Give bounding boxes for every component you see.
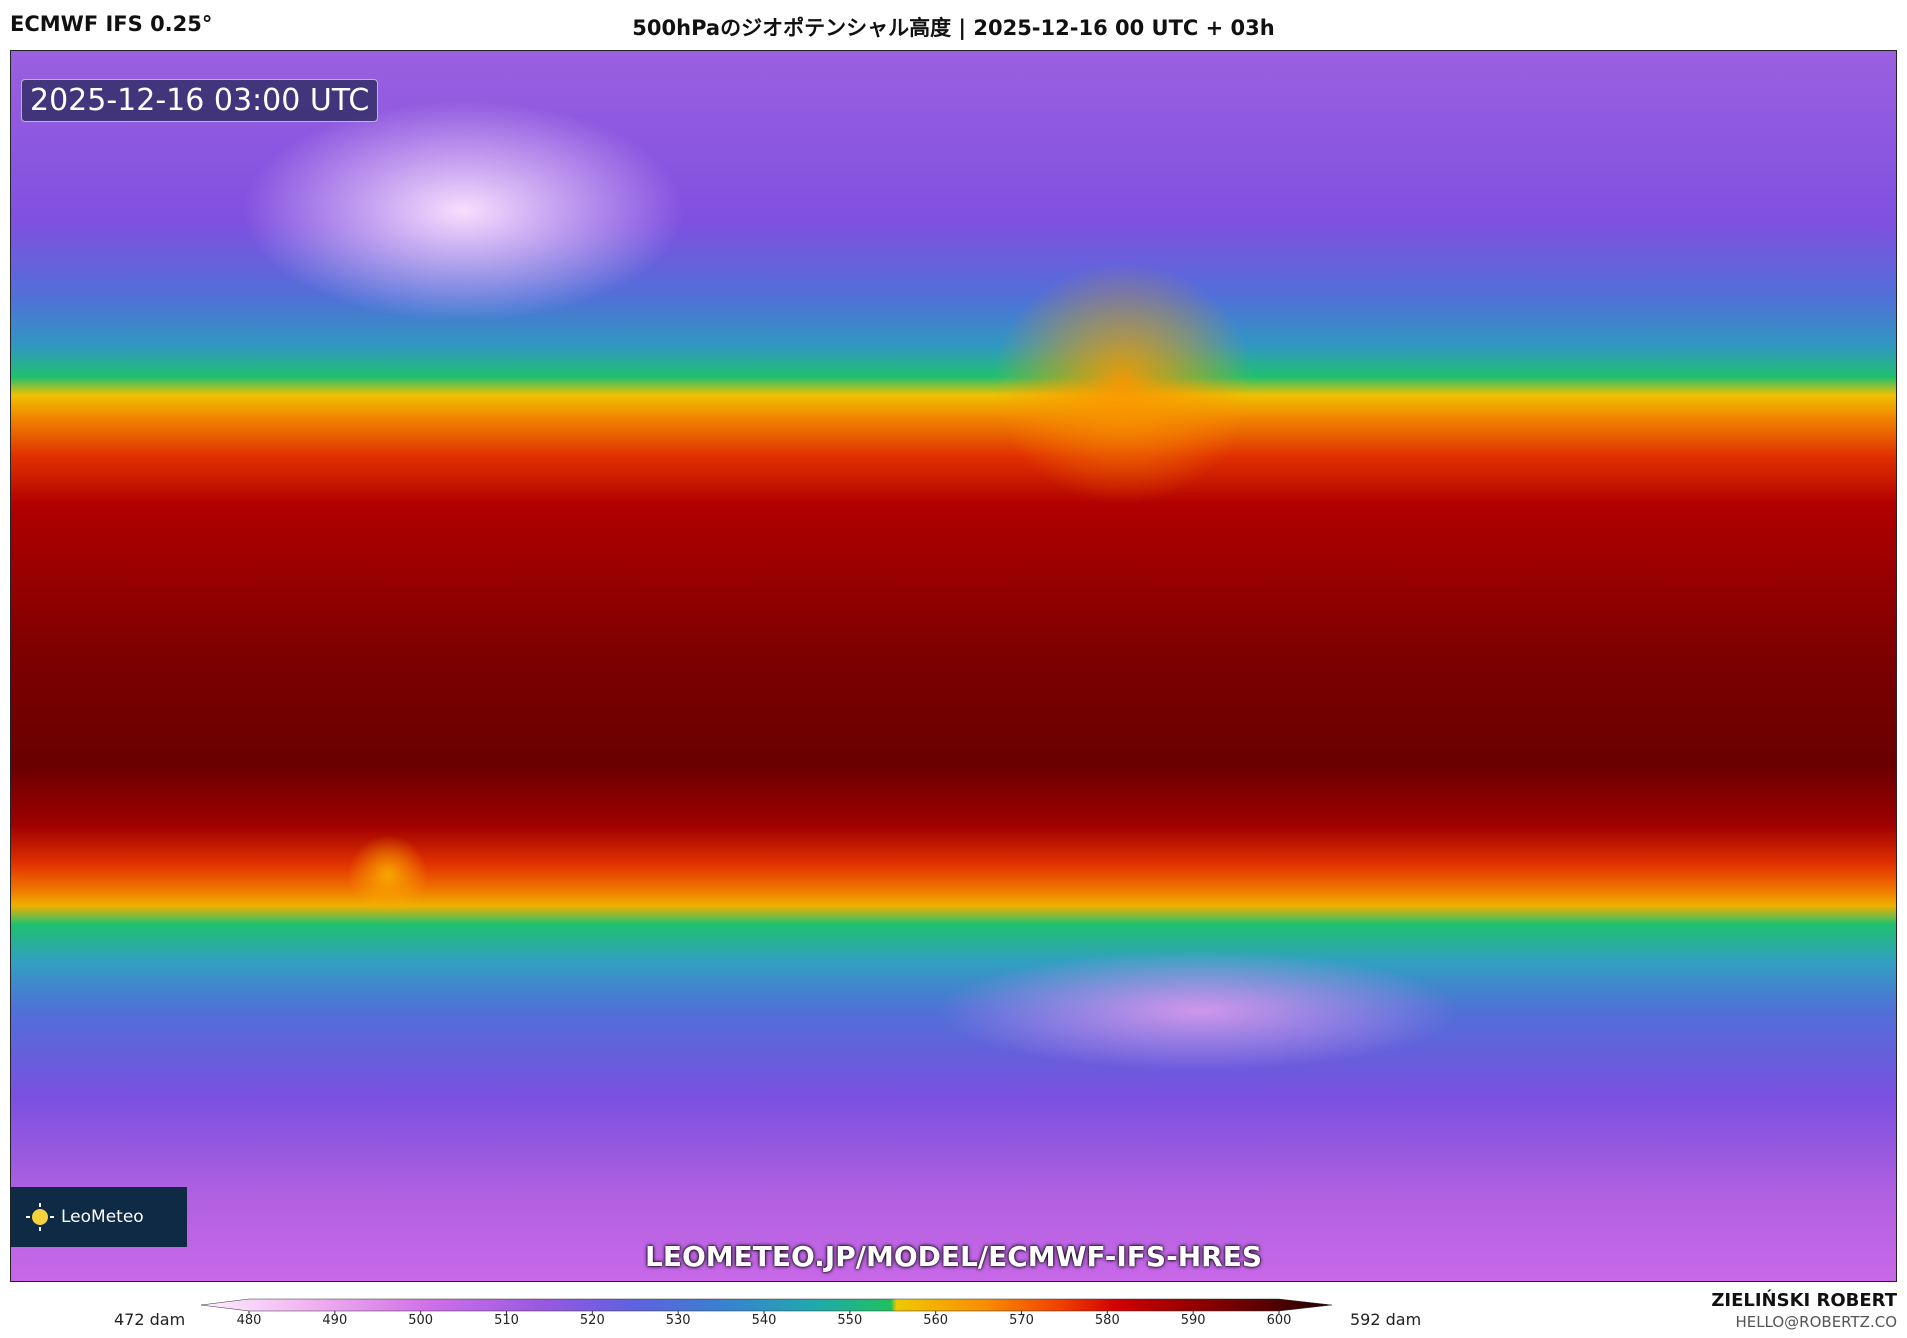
map: 2025-12-16 03:00 UTC LeoMeteo LEOMETEO.J… <box>10 50 1897 1282</box>
source-url[interactable]: LEOMETEO.JP/MODEL/ECMWF-IFS-HRES <box>644 1240 1262 1273</box>
model-name: ECMWF IFS 0.25° <box>10 12 213 36</box>
colorbar-tick-label: 570 <box>1009 1313 1034 1326</box>
timestamp: 2025-12-16 03:00 UTC <box>21 79 379 122</box>
colorbar-tick-label: 510 <box>494 1313 519 1326</box>
colorbar-ramp <box>200 1298 1333 1312</box>
colorbar-tick-label: 500 <box>408 1313 433 1326</box>
email[interactable]: HELLO@ROBERTZ.CO <box>1735 1313 1897 1331</box>
logo-icon <box>26 1203 54 1231</box>
colorbar-tick-label: 600 <box>1267 1313 1292 1326</box>
colorbar-tick-label: 590 <box>1181 1313 1206 1326</box>
colorbar-tick-label: 540 <box>752 1313 777 1326</box>
colorbar-tick-label: 550 <box>837 1313 862 1326</box>
colorbar-tick-label: 480 <box>237 1313 262 1326</box>
colorbar-tick-label: 560 <box>923 1313 948 1326</box>
author: ZIELIŃSKI ROBERT <box>1711 1290 1897 1311</box>
colorbar-tick-label: 580 <box>1095 1313 1120 1326</box>
logo[interactable]: LeoMeteo <box>11 1187 187 1247</box>
map-title: 500hPaのジオポテンシャル高度 | 2025-12-16 00 UTC + … <box>632 16 1275 40</box>
logo-text: LeoMeteo <box>61 1207 144 1227</box>
colorbar-tick-label: 530 <box>666 1313 691 1326</box>
colorbar-tick-label: 490 <box>322 1313 347 1326</box>
colorbar: 480 490 500 510 520 530 540 550 560 570 580 590 600 <box>200 1298 1333 1326</box>
colorbar-max-label: 592 dam <box>1350 1310 1422 1329</box>
colorbar-min-label: 472 dam <box>114 1310 186 1329</box>
colorbar-tick-label: 520 <box>580 1313 605 1326</box>
